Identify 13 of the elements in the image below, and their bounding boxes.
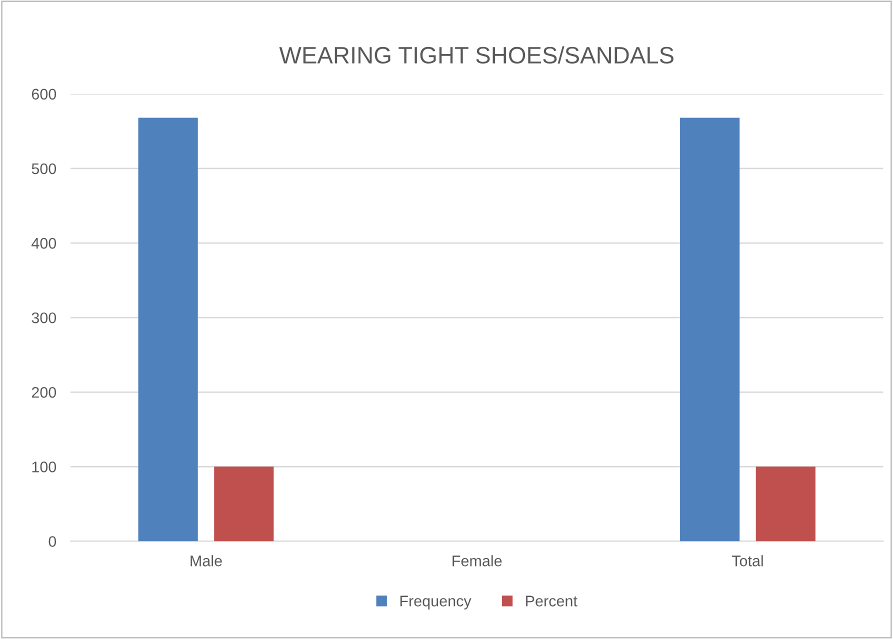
y-tick-label: 200: [32, 387, 56, 398]
chart-title: WEARING TIGHT SHOES/SANDALS: [279, 46, 674, 64]
y-tick-label: 0: [48, 536, 56, 547]
y-tick-label: 100: [32, 462, 56, 472]
y-tick-label: 300: [32, 312, 56, 324]
legend-label: Percent: [526, 596, 578, 606]
y-tick-label: 600: [32, 88, 56, 100]
x-tick-label: Female: [452, 555, 502, 566]
x-tick-label: Male: [190, 555, 222, 566]
x-tick-label: Total: [732, 555, 763, 566]
y-tick-label: 500: [32, 163, 56, 174]
y-tick-label: 400: [32, 238, 56, 249]
legend-label: Frequency: [400, 596, 472, 610]
